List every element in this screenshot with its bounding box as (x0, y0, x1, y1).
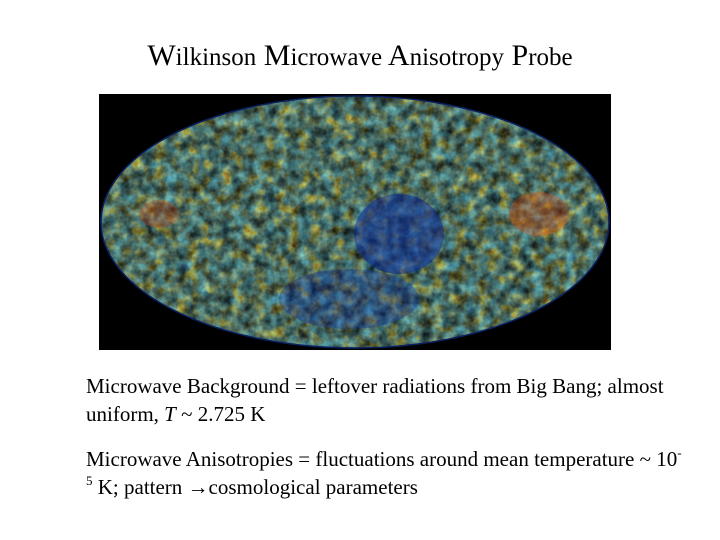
hot-region-right (509, 192, 569, 236)
map-ellipse-content (101, 96, 609, 348)
title-word-3: Anisotropy (387, 39, 505, 72)
cmb-map-image (99, 94, 611, 350)
bullet-background: Microwave Background = leftover radiatio… (86, 374, 664, 426)
bullet-list: Microwave Background = leftover radiatio… (86, 372, 686, 518)
cold-spot-center (354, 194, 444, 274)
cold-region-lower (279, 269, 419, 329)
slide-title: Wilkinson Microwave Anisotropy Probe (0, 38, 720, 76)
map-outline (100, 95, 610, 349)
bullet-anisotropies: Microwave Anisotropies = fluctuations ar… (86, 445, 682, 499)
cmb-sky-map (99, 94, 611, 350)
title-word-4: Probe (511, 39, 573, 72)
map-noise-field (101, 96, 609, 348)
title-word-1: Wilkinson (147, 39, 257, 72)
hot-region-left (139, 200, 179, 228)
title-word-2: Microwave (263, 39, 383, 72)
